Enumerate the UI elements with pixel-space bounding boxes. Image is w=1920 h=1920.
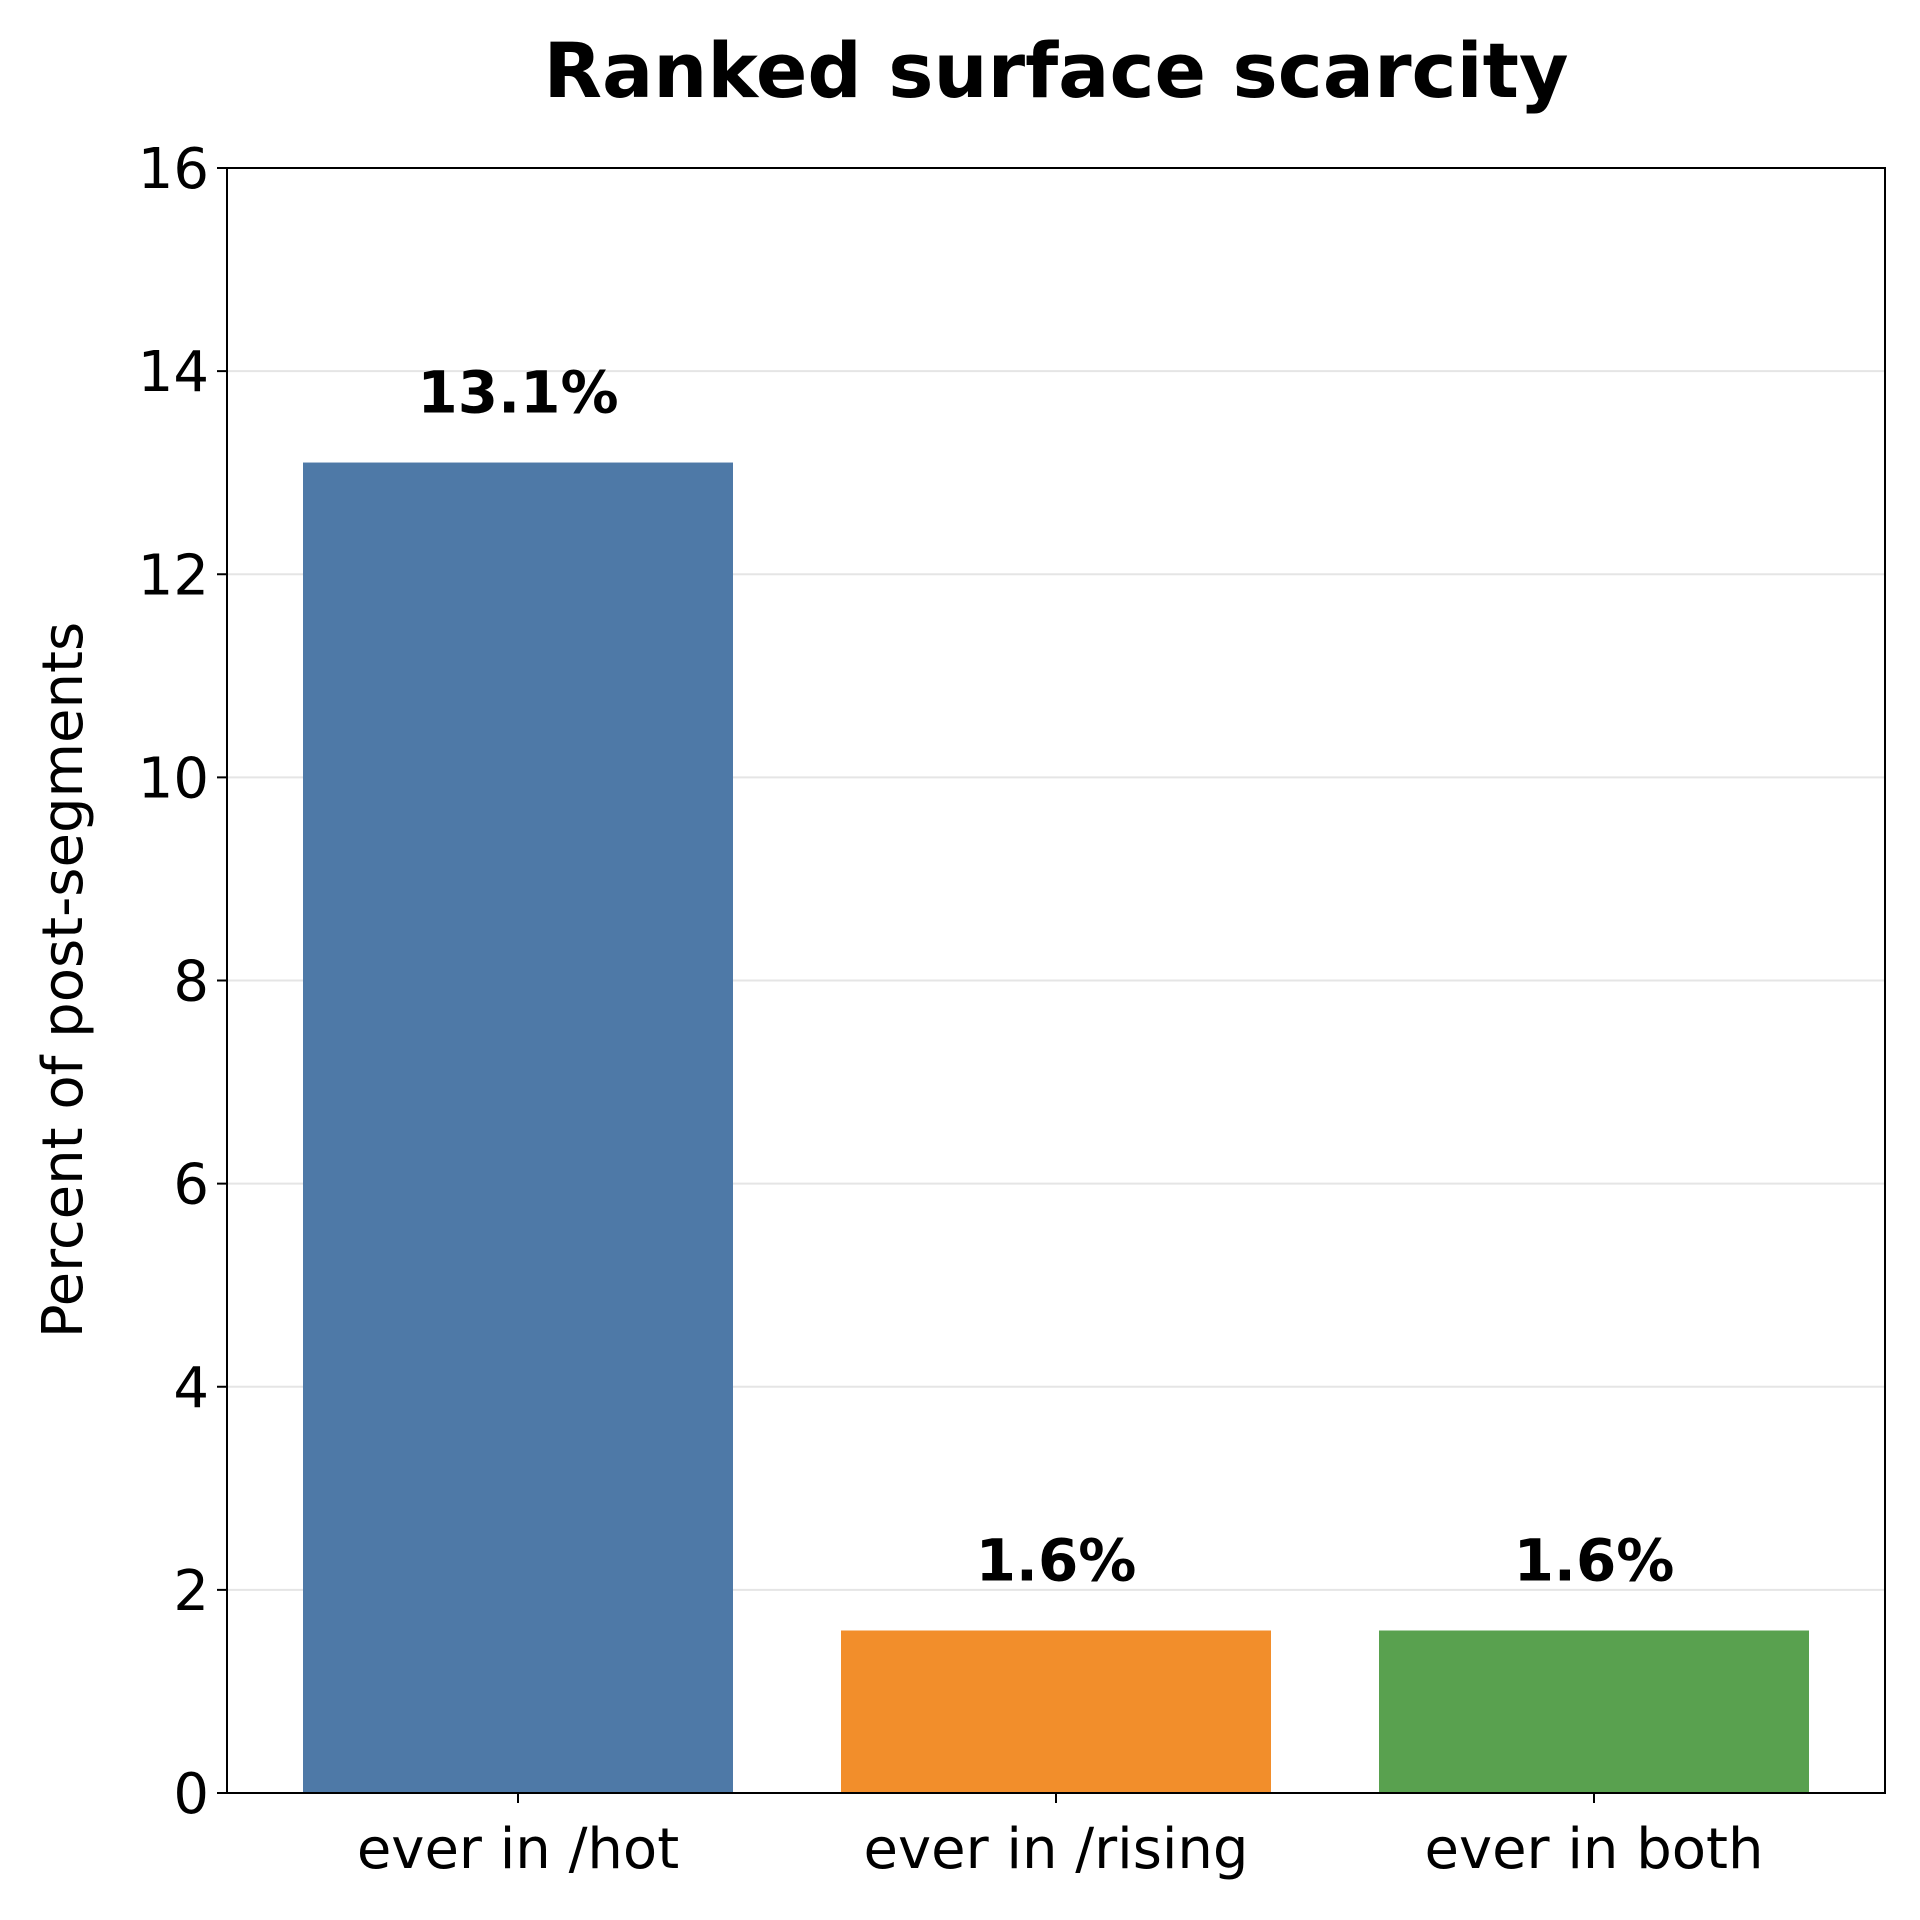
y-tick-label: 6 <box>173 1153 209 1218</box>
data-labels: 13.1% 1.6% 1.6% <box>417 359 1674 1595</box>
y-axis-label: Percent of post-segments <box>31 622 96 1338</box>
bar <box>303 462 733 1793</box>
y-tick-label: 12 <box>138 543 209 608</box>
data-label: 13.1% <box>417 359 618 427</box>
y-tick-label: 8 <box>173 950 209 1015</box>
y-tick-label: 14 <box>138 340 209 405</box>
x-tick-label: ever in /rising <box>864 1817 1249 1882</box>
data-label: 1.6% <box>976 1527 1137 1595</box>
x-axis: ever in /hot ever in /rising ever in both <box>357 1793 1764 1882</box>
y-tick-label: 2 <box>173 1559 209 1624</box>
y-tick-label: 16 <box>138 137 209 202</box>
x-tick-label: ever in both <box>1425 1817 1764 1882</box>
data-label: 1.6% <box>1514 1527 1675 1595</box>
bar <box>1379 1630 1809 1793</box>
y-tick-label: 10 <box>138 746 209 811</box>
bar <box>841 1630 1271 1793</box>
chart-title: Ranked surface scarcity <box>543 26 1568 115</box>
y-tick-label: 0 <box>173 1762 209 1827</box>
bars <box>303 462 1809 1793</box>
x-tick-label: ever in /hot <box>357 1817 679 1882</box>
y-tick-label: 4 <box>173 1356 209 1421</box>
y-axis: 0 2 4 6 8 10 12 14 16 <box>138 137 227 1827</box>
